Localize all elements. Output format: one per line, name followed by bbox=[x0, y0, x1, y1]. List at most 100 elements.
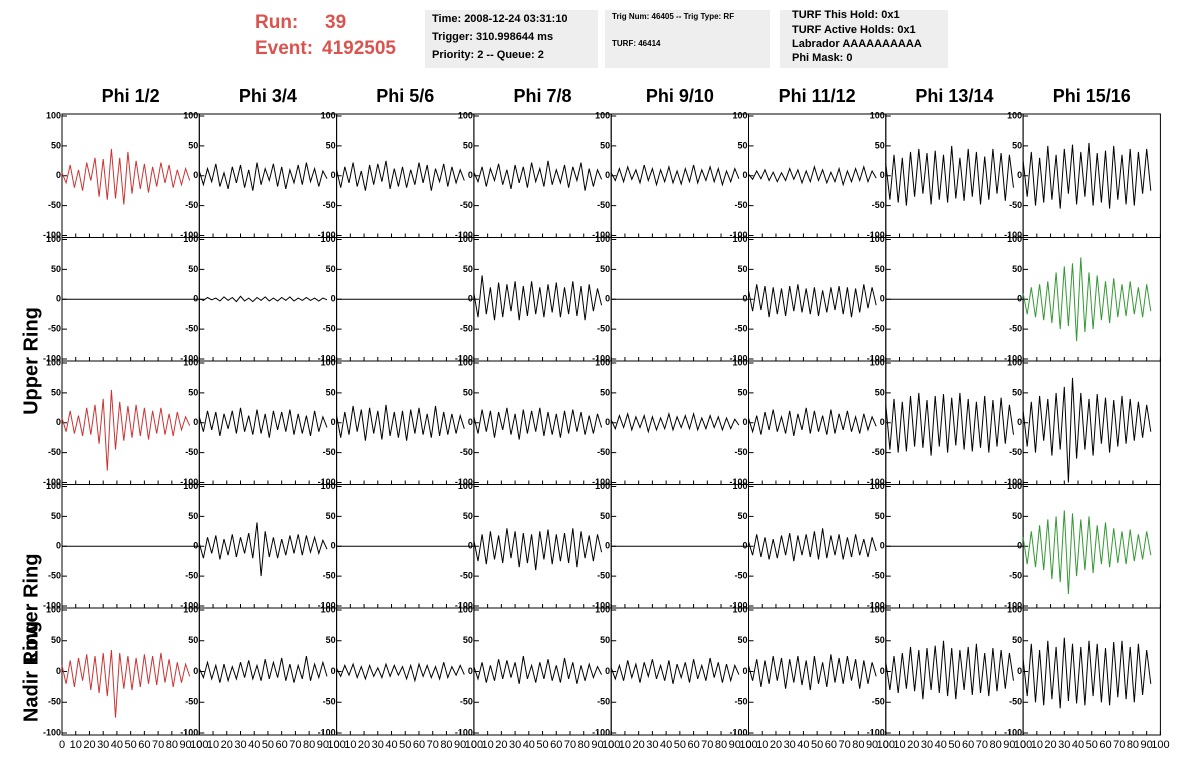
y-tick-label: -50 bbox=[597, 571, 610, 581]
y-tick-label: -100 bbox=[729, 600, 747, 610]
panel-frame bbox=[1022, 484, 1161, 609]
waveform bbox=[61, 649, 191, 718]
waveform bbox=[199, 295, 328, 303]
x-tick-label: 70 bbox=[289, 739, 301, 751]
x-tick-label: 100 bbox=[877, 739, 895, 751]
y-tick-label: 0 bbox=[193, 294, 198, 304]
waveform bbox=[748, 654, 877, 691]
y-tick-label: -50 bbox=[323, 571, 336, 581]
y-tick-label: 100 bbox=[732, 481, 747, 491]
y-tick-label: 50 bbox=[463, 264, 473, 274]
x-tick-label: 50 bbox=[1086, 739, 1098, 751]
panel-frame bbox=[1022, 360, 1161, 485]
y-tick-label: -100 bbox=[318, 230, 336, 240]
x-tick-label: 0 bbox=[471, 739, 477, 751]
y-tick-label: 50 bbox=[600, 140, 610, 150]
x-tick-label: 0 bbox=[745, 739, 751, 751]
x-tick-label: 80 bbox=[440, 739, 452, 751]
x-tick-label: 60 bbox=[276, 739, 288, 751]
y-tick-label: 100 bbox=[595, 234, 610, 244]
y-tick-label: 0 bbox=[605, 541, 610, 551]
x-tick-label: 80 bbox=[852, 739, 864, 751]
event-label: Event: bbox=[255, 38, 313, 59]
y-tick-label: 100 bbox=[870, 604, 885, 614]
y-tick-label: 50 bbox=[875, 264, 885, 274]
y-tick-label: 0 bbox=[880, 170, 885, 180]
x-tick-label: 90 bbox=[729, 739, 741, 751]
waveform bbox=[1022, 510, 1152, 595]
y-tick-label: 0 bbox=[1017, 170, 1022, 180]
y-tick-label: -100 bbox=[1004, 477, 1022, 487]
x-tick-label: 40 bbox=[660, 739, 672, 751]
y-tick-label: -100 bbox=[455, 477, 473, 487]
y-tick-label: -50 bbox=[872, 447, 885, 457]
y-tick-label: 100 bbox=[321, 481, 336, 491]
y-tick-label: 100 bbox=[183, 110, 198, 120]
y-tick-label: 50 bbox=[188, 511, 198, 521]
y-tick-label: -50 bbox=[460, 200, 473, 210]
y-tick-label: 50 bbox=[463, 635, 473, 645]
y-tick-label: -100 bbox=[43, 477, 61, 487]
y-tick-label: 50 bbox=[600, 264, 610, 274]
y-tick-label: 100 bbox=[1007, 234, 1022, 244]
x-tick-label: 30 bbox=[646, 739, 658, 751]
run-label: Run: bbox=[255, 12, 298, 33]
y-tick-label: -50 bbox=[460, 571, 473, 581]
y-tick-label: -50 bbox=[597, 697, 610, 707]
y-tick-label: 50 bbox=[1012, 387, 1022, 397]
y-tick-label: -50 bbox=[872, 697, 885, 707]
y-tick-label: -50 bbox=[323, 697, 336, 707]
y-tick-label: -50 bbox=[1009, 571, 1022, 581]
waveform bbox=[198, 522, 328, 577]
x-tick-label: 30 bbox=[1058, 739, 1070, 751]
waveform bbox=[473, 656, 603, 684]
x-tick-label: 100 bbox=[602, 739, 620, 751]
x-tick-label: 90 bbox=[317, 739, 329, 751]
waveform bbox=[473, 275, 603, 321]
y-tick-label: 100 bbox=[1007, 110, 1022, 120]
y-tick-label: 0 bbox=[605, 417, 610, 427]
x-tick-label: 10 bbox=[756, 739, 768, 751]
info-box bbox=[780, 10, 948, 68]
y-tick-label: 50 bbox=[51, 635, 61, 645]
column-header: Phi 13/14 bbox=[915, 86, 993, 106]
x-tick-label: 60 bbox=[138, 739, 150, 751]
y-tick-label: 100 bbox=[595, 481, 610, 491]
y-tick-label: 0 bbox=[468, 294, 473, 304]
y-tick-label: -50 bbox=[734, 324, 747, 334]
y-tick-label: 50 bbox=[463, 511, 473, 521]
y-tick-label: -50 bbox=[597, 447, 610, 457]
y-tick-label: 0 bbox=[742, 294, 747, 304]
x-tick-label: 90 bbox=[866, 739, 878, 751]
waveform bbox=[198, 162, 328, 191]
y-tick-label: 100 bbox=[870, 481, 885, 491]
y-tick-label: 50 bbox=[737, 511, 747, 521]
y-tick-label: -50 bbox=[734, 200, 747, 210]
y-tick-label: 50 bbox=[737, 387, 747, 397]
y-tick-label: -50 bbox=[185, 697, 198, 707]
column-header: Phi 1/2 bbox=[102, 86, 160, 106]
y-tick-label: 100 bbox=[321, 110, 336, 120]
y-tick-label: -50 bbox=[323, 447, 336, 457]
y-tick-label: -100 bbox=[867, 230, 885, 240]
waveform bbox=[1022, 377, 1152, 483]
y-tick-label: 100 bbox=[46, 234, 61, 244]
waveform bbox=[1022, 637, 1152, 709]
y-tick-label: -100 bbox=[455, 353, 473, 363]
y-tick-label: 0 bbox=[468, 170, 473, 180]
y-tick-label: 50 bbox=[600, 511, 610, 521]
waveform bbox=[885, 145, 1014, 206]
x-tick-label: 60 bbox=[962, 739, 974, 751]
waveform bbox=[885, 640, 1014, 700]
y-tick-label: -50 bbox=[734, 571, 747, 581]
y-tick-label: 0 bbox=[56, 541, 61, 551]
waveform bbox=[610, 411, 740, 434]
y-tick-label: 0 bbox=[880, 294, 885, 304]
y-tick-label: -50 bbox=[1009, 447, 1022, 457]
x-tick-label: 20 bbox=[1044, 739, 1056, 751]
panel-frame bbox=[885, 607, 1024, 736]
y-tick-label: 100 bbox=[870, 110, 885, 120]
waveform bbox=[336, 662, 465, 683]
